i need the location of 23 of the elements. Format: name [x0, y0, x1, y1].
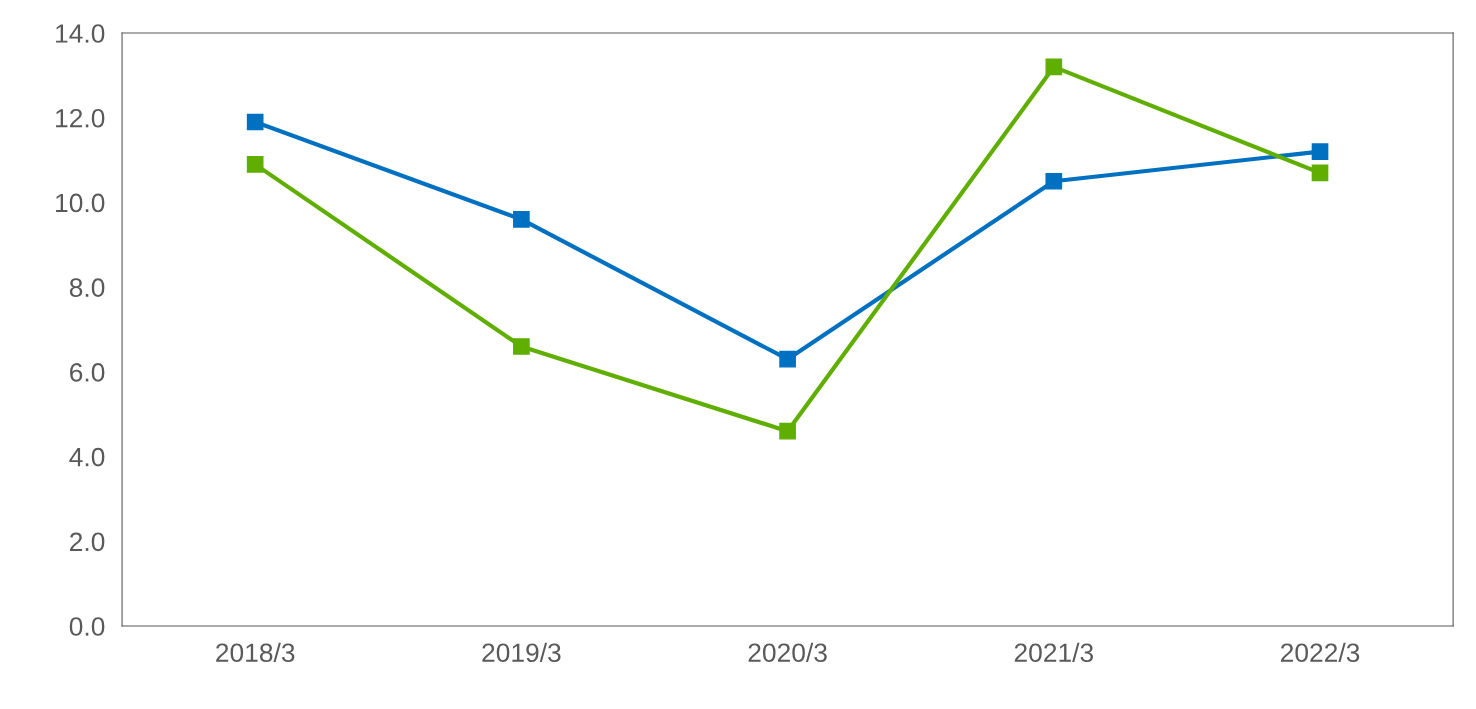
x-tick-label: 2020/3 [748, 642, 827, 663]
point [1311, 164, 1329, 182]
y-tick-label: 2.0 [70, 532, 105, 552]
y-tick-label: 0.0 [69, 617, 105, 636]
x-tick-label: 2019/3 [482, 642, 561, 663]
y-tick-label: 8.0 [69, 278, 105, 298]
y-tick-label: 12.0 [56, 108, 105, 128]
point [779, 422, 796, 440]
x-tick-label: 2018/3 [216, 642, 295, 663]
x-tick-label: 2022/3 [1280, 642, 1360, 663]
point [246, 113, 264, 131]
point [246, 156, 264, 173]
y-tick-label: 10.0 [56, 193, 105, 213]
point [1045, 172, 1063, 190]
point [1045, 58, 1063, 76]
y-tick-label: 14.0 [56, 24, 105, 43]
point [513, 211, 530, 228]
x-tick-label: 2021/3 [1014, 642, 1094, 663]
point [1311, 143, 1329, 160]
y-tick-label: 6.0 [70, 363, 105, 382]
point [513, 338, 530, 355]
y-tick-label: 4.0 [69, 447, 105, 467]
point [779, 350, 796, 368]
